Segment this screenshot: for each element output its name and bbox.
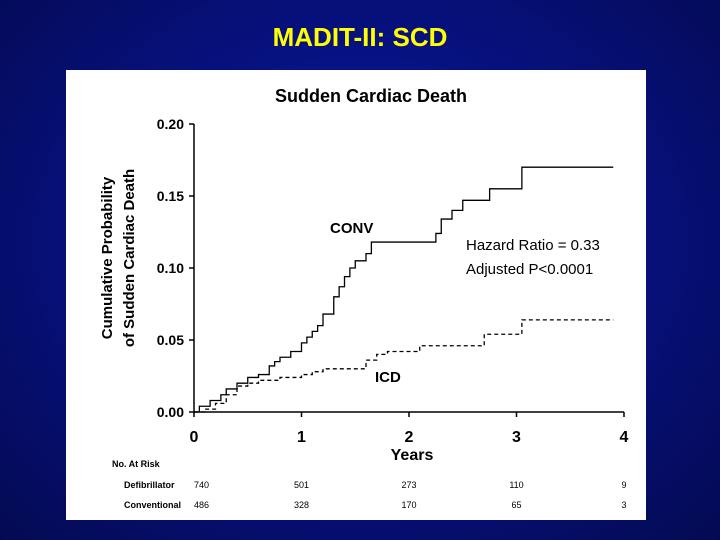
risk-cell: 65: [511, 500, 521, 510]
risk-cell: 3: [621, 500, 626, 510]
risk-cell: 740: [194, 480, 209, 490]
risk-row-label: Defibrillator: [124, 480, 175, 490]
y-tick-label: 0.15: [157, 188, 184, 204]
series-line-conv: [194, 166, 614, 413]
x-tick-label: 0: [190, 429, 199, 446]
risk-cell: 273: [401, 480, 416, 490]
x-tick-label: 3: [512, 429, 521, 446]
y-axis-label-line1: Cumulative Probability: [99, 176, 116, 339]
slide-title: MADIT-II: SCD: [272, 22, 448, 52]
risk-table-header: No. At Risk: [112, 459, 161, 469]
series-line-icd: [194, 319, 614, 413]
x-tick-label: 2: [405, 429, 414, 446]
chart-title: Sudden Cardiac Death: [275, 86, 467, 106]
x-tick-label: 4: [620, 429, 629, 446]
chart-panel: Sudden Cardiac Death Cumulative Probabil…: [66, 70, 646, 520]
risk-cell: 170: [401, 500, 416, 510]
y-tick-label: 0.05: [157, 332, 184, 348]
y-axis-label-line2: of Sudden Cardiac Death: [121, 169, 138, 347]
hazard-ratio-text: Hazard Ratio = 0.33: [466, 237, 600, 254]
risk-cell: 501: [294, 480, 309, 490]
risk-cell: 9: [621, 480, 626, 490]
conv-curve-label: CONV: [330, 220, 373, 237]
p-value-text: Adjusted P<0.0001: [466, 261, 593, 278]
y-tick-label: 0.10: [157, 260, 184, 276]
x-axis-label: Years: [391, 447, 434, 464]
y-tick-label: 0.20: [157, 116, 184, 132]
x-tick-label: 1: [297, 429, 306, 446]
km-chart: Sudden Cardiac Death Cumulative Probabil…: [99, 86, 629, 510]
risk-cell: 110: [509, 480, 523, 490]
risk-cell: 486: [194, 500, 209, 510]
icd-curve-label: ICD: [375, 369, 401, 386]
risk-cell: 328: [294, 500, 309, 510]
risk-row-label: Conventional: [124, 500, 181, 510]
y-tick-label: 0.00: [157, 404, 184, 420]
